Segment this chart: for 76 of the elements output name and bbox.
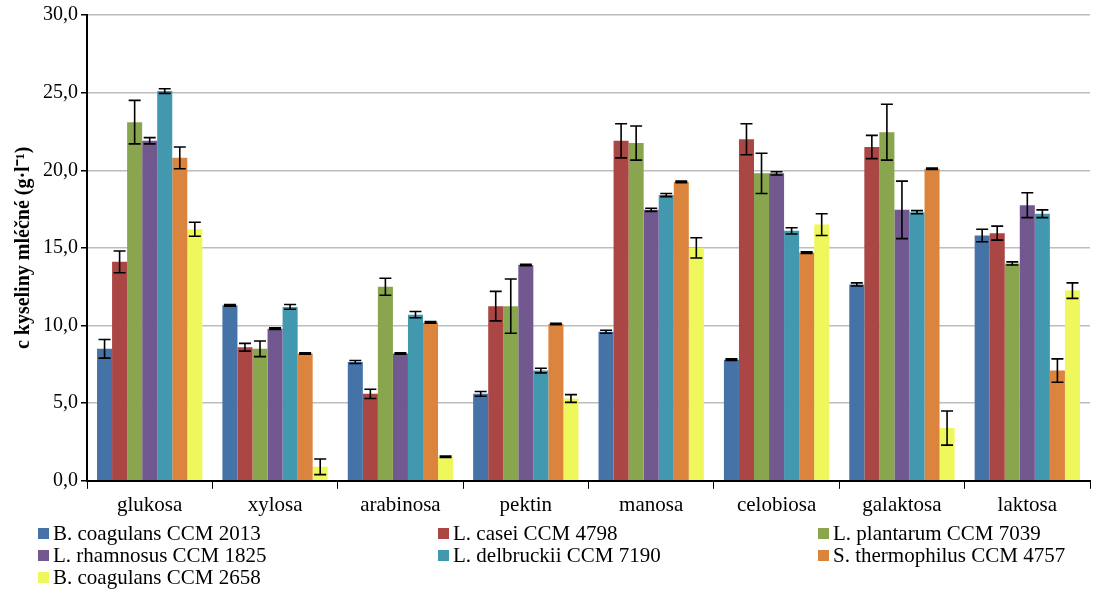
bar <box>879 132 895 481</box>
legend-label: B. coagulans CCM 2658 <box>53 565 261 589</box>
bar <box>407 314 424 481</box>
bar <box>112 261 128 481</box>
bar <box>613 140 629 481</box>
bar <box>172 157 188 481</box>
y-tick-label: 10,0 <box>43 312 78 335</box>
y-tick-label: 25,0 <box>43 79 78 102</box>
bar <box>252 348 268 481</box>
bar <box>1064 290 1080 481</box>
bar <box>799 252 815 481</box>
x-tick-label: celobiosa <box>736 491 817 516</box>
bar <box>488 306 504 481</box>
x-tick-label: manosa <box>619 491 684 516</box>
bar <box>563 398 579 481</box>
legend-label: L. casei CCM 4798 <box>453 521 618 545</box>
bar <box>814 224 830 481</box>
y-axis-title: c kyseliny mléčné (g·l⁻¹) <box>11 146 35 350</box>
bar <box>377 286 393 481</box>
bar <box>939 428 955 481</box>
bar <box>438 456 454 481</box>
bar <box>864 146 880 481</box>
bar <box>598 331 614 481</box>
bar <box>1019 205 1035 481</box>
bar <box>127 122 143 481</box>
bar <box>518 264 534 481</box>
bar <box>1049 370 1065 481</box>
bar <box>769 173 785 481</box>
x-tick-label: xylosa <box>247 491 304 516</box>
bar <box>392 353 408 481</box>
bar <box>738 139 754 481</box>
bar <box>362 393 378 481</box>
bar <box>533 370 549 481</box>
bar <box>187 229 203 481</box>
bar <box>974 235 990 481</box>
bar <box>673 181 689 481</box>
legend-label: L. delbruckii CCM 7190 <box>453 543 661 567</box>
bar <box>142 140 158 481</box>
x-tick-label: galaktosa <box>862 491 943 516</box>
bar <box>297 353 313 481</box>
bar <box>97 348 113 481</box>
x-tick-label: arabinosa <box>360 491 442 516</box>
legend-label: B. coagulans CCM 2013 <box>53 521 261 545</box>
bar <box>754 173 770 481</box>
bar <box>924 168 940 481</box>
y-tick-label: 15,0 <box>43 235 78 258</box>
bar <box>849 284 865 481</box>
bar <box>909 212 925 481</box>
y-tick-label: 30,0 <box>43 2 78 25</box>
bar <box>723 359 739 481</box>
bar <box>643 209 659 481</box>
bar <box>473 393 489 481</box>
bar <box>688 247 704 481</box>
x-tick-label: laktosa <box>997 491 1058 516</box>
bar <box>222 305 238 481</box>
bar <box>503 306 519 481</box>
bar <box>784 230 800 481</box>
bar <box>347 362 363 481</box>
bar <box>989 233 1005 481</box>
bar <box>282 306 298 481</box>
bar <box>157 91 173 481</box>
bar <box>1034 213 1050 481</box>
x-tick-label: pektin <box>499 491 553 516</box>
legend-label: L. plantarum CCM 7039 <box>833 521 1041 545</box>
bar <box>658 195 674 481</box>
x-tick-label: glukosa <box>117 491 184 516</box>
bar <box>894 209 910 481</box>
y-tick-label: 5,0 <box>53 390 78 413</box>
bar <box>628 143 644 481</box>
bar <box>1004 263 1020 481</box>
bar <box>267 328 283 481</box>
y-tick-label: 20,0 <box>43 157 78 180</box>
bar <box>423 322 439 481</box>
bar <box>548 323 564 481</box>
bar <box>237 347 253 481</box>
y-tick-label: 0,0 <box>53 468 78 491</box>
